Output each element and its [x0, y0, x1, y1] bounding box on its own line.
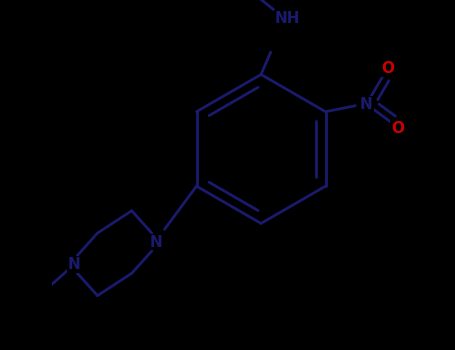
Text: N: N — [360, 97, 373, 112]
Text: O: O — [381, 61, 394, 76]
Text: N: N — [149, 234, 162, 250]
Text: NH: NH — [274, 11, 300, 26]
Text: O: O — [391, 121, 404, 135]
Text: N: N — [67, 257, 80, 272]
